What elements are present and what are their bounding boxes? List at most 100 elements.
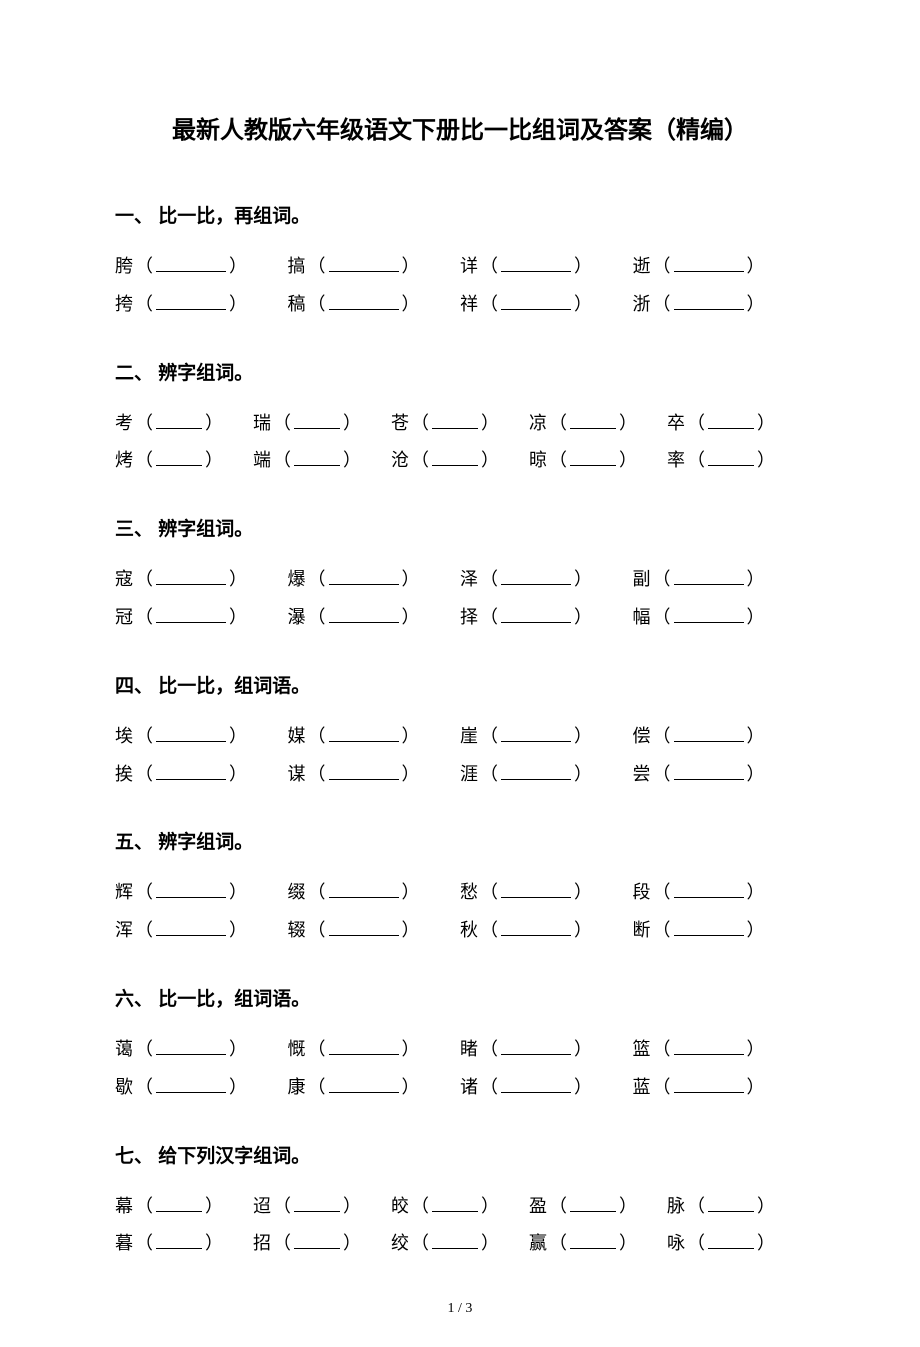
section-heading: 七、 给下列汉字组词。 xyxy=(115,1141,805,1168)
paren-left: （ xyxy=(549,1225,567,1263)
paren-left: （ xyxy=(653,248,671,286)
paren-left: （ xyxy=(135,1069,153,1107)
blank-underline xyxy=(501,293,571,310)
paren-left: （ xyxy=(653,912,671,950)
blank-underline xyxy=(674,919,744,936)
character: 尝 xyxy=(633,756,651,794)
paren-right: ） xyxy=(229,756,247,794)
paren-right: ） xyxy=(619,1225,637,1263)
paren-left: （ xyxy=(653,756,671,794)
character: 愁 xyxy=(460,874,478,912)
exercise-cell: 端（） xyxy=(253,442,391,480)
character: 胯 xyxy=(115,248,133,286)
exercise-cell: 诸（） xyxy=(460,1069,633,1107)
blank-underline xyxy=(156,1076,226,1093)
paren-left: （ xyxy=(135,874,153,912)
exercise-cell: 蓝（） xyxy=(633,1069,806,1107)
character: 稿 xyxy=(288,286,306,324)
paren-right: ） xyxy=(747,286,765,324)
blank-underline xyxy=(501,1038,571,1055)
exercise-cell: 苍（） xyxy=(391,405,529,443)
paren-left: （ xyxy=(480,756,498,794)
exercise-cell: 慨（） xyxy=(288,1031,461,1069)
blank-underline xyxy=(156,449,202,466)
paren-right: ） xyxy=(757,1188,775,1226)
paren-left: （ xyxy=(308,1031,326,1069)
character: 爆 xyxy=(288,561,306,599)
exercise-cell: 皎（） xyxy=(391,1188,529,1226)
exercise-cell: 冠（） xyxy=(115,599,288,637)
exercise-cell: 瀑（） xyxy=(288,599,461,637)
exercise-cell: 辉（） xyxy=(115,874,288,912)
exercise-row: 幕（）迢（）皎（）盈（）脉（） xyxy=(115,1188,805,1226)
paren-right: ） xyxy=(205,1225,223,1263)
exercise-cell: 沧（） xyxy=(391,442,529,480)
paren-right: ） xyxy=(574,1069,592,1107)
paren-left: （ xyxy=(135,718,153,756)
blank-underline xyxy=(501,1076,571,1093)
character: 幅 xyxy=(633,599,651,637)
character: 详 xyxy=(460,248,478,286)
paren-left: （ xyxy=(135,248,153,286)
paren-right: ） xyxy=(229,912,247,950)
character: 绞 xyxy=(391,1225,409,1263)
paren-left: （ xyxy=(308,248,326,286)
paren-left: （ xyxy=(480,912,498,950)
paren-right: ） xyxy=(757,405,775,443)
character: 寇 xyxy=(115,561,133,599)
page-title: 最新人教版六年级语文下册比一比组词及答案（精编） xyxy=(115,110,805,145)
character: 招 xyxy=(253,1225,271,1263)
paren-left: （ xyxy=(653,874,671,912)
paren-left: （ xyxy=(480,718,498,756)
character: 挨 xyxy=(115,756,133,794)
character: 幕 xyxy=(115,1188,133,1226)
paren-right: ） xyxy=(574,1031,592,1069)
character: 断 xyxy=(633,912,651,950)
paren-left: （ xyxy=(308,718,326,756)
blank-underline xyxy=(674,881,744,898)
character: 晾 xyxy=(529,442,547,480)
exercise-row: 寇（）爆（）泽（）副（） xyxy=(115,561,805,599)
blank-underline xyxy=(329,1076,399,1093)
paren-left: （ xyxy=(135,912,153,950)
exercise-cell: 绞（） xyxy=(391,1225,529,1263)
paren-left: （ xyxy=(411,442,429,480)
paren-right: ） xyxy=(229,718,247,756)
exercise-cell: 盈（） xyxy=(529,1188,667,1226)
paren-right: ） xyxy=(574,561,592,599)
exercise-cell: 招（） xyxy=(253,1225,391,1263)
blank-underline xyxy=(432,412,478,429)
blank-underline xyxy=(674,725,744,742)
paren-right: ） xyxy=(747,718,765,756)
blank-underline xyxy=(501,606,571,623)
exercise-cell: 段（） xyxy=(633,874,806,912)
exercise-cell: 康（） xyxy=(288,1069,461,1107)
character: 偿 xyxy=(633,718,651,756)
blank-underline xyxy=(294,449,340,466)
exercise-cell: 断（） xyxy=(633,912,806,950)
character: 挎 xyxy=(115,286,133,324)
exercise-cell: 挨（） xyxy=(115,756,288,794)
exercise-cell: 媒（） xyxy=(288,718,461,756)
exercise-cell: 涯（） xyxy=(460,756,633,794)
blank-underline xyxy=(156,293,226,310)
paren-right: ） xyxy=(343,442,361,480)
exercise-cell: 睹（） xyxy=(460,1031,633,1069)
exercise-cell: 迢（） xyxy=(253,1188,391,1226)
blank-underline xyxy=(501,919,571,936)
paren-right: ） xyxy=(574,874,592,912)
paren-left: （ xyxy=(480,248,498,286)
exercise-cell: 谋（） xyxy=(288,756,461,794)
character: 卒 xyxy=(667,405,685,443)
exercise-row: 埃（）媒（）崖（）偿（） xyxy=(115,718,805,756)
blank-underline xyxy=(329,763,399,780)
character: 逝 xyxy=(633,248,651,286)
character: 咏 xyxy=(667,1225,685,1263)
exercise-row: 蔼（）慨（）睹（）篮（） xyxy=(115,1031,805,1069)
paren-right: ） xyxy=(747,874,765,912)
paren-right: ） xyxy=(402,874,420,912)
exercise-row: 挎（）稿（）祥（）浙（） xyxy=(115,286,805,324)
character: 烤 xyxy=(115,442,133,480)
character: 苍 xyxy=(391,405,409,443)
page-footer: 1 / 3 xyxy=(115,1301,805,1317)
